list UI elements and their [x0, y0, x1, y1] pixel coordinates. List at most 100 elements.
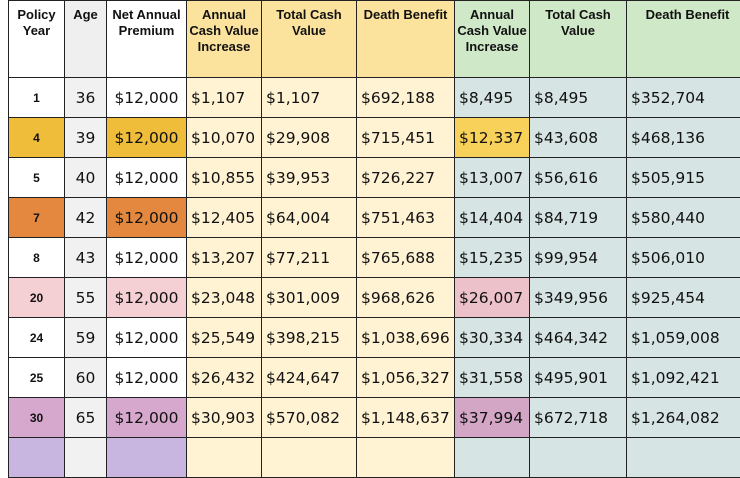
b-death-benefit-cell: $1,092,421 [627, 358, 740, 398]
a-death-benefit-cell: $715,451 [357, 118, 455, 158]
a-death-benefit-cell: $1,056,327 [357, 358, 455, 398]
a-cash-increase-cell [187, 438, 262, 478]
b-cash-increase-cell: $14,404 [455, 198, 530, 238]
premium-cell: $12,000 [107, 78, 187, 118]
premium-cell: $12,000 [107, 358, 187, 398]
policy-year-cell [9, 438, 65, 478]
header-policy-year: Policy Year [9, 1, 65, 78]
premium-cell: $12,000 [107, 198, 187, 238]
b-cash-increase-cell: $31,558 [455, 358, 530, 398]
a-death-benefit-cell: $726,227 [357, 158, 455, 198]
a-death-benefit-cell [357, 438, 455, 478]
a-cash-increase-cell: $10,070 [187, 118, 262, 158]
a-total-cash-cell: $39,953 [262, 158, 357, 198]
premium-cell: $12,000 [107, 238, 187, 278]
a-total-cash-cell: $1,107 [262, 78, 357, 118]
b-cash-increase-cell: $15,235 [455, 238, 530, 278]
b-total-cash-cell: $99,954 [530, 238, 627, 278]
b-cash-increase-cell: $26,007 [455, 278, 530, 318]
b-total-cash-cell: $349,956 [530, 278, 627, 318]
age-cell: 43 [65, 238, 107, 278]
b-death-benefit-cell [627, 438, 740, 478]
b-cash-increase-cell [455, 438, 530, 478]
policy-year-cell: 25 [9, 358, 65, 398]
policy-year-cell: 4 [9, 118, 65, 158]
table-row-partial [9, 438, 740, 478]
age-cell: 65 [65, 398, 107, 438]
header-a-annual-cash-value-increase: Annual Cash Value Increase [187, 1, 262, 78]
policy-year-cell: 30 [9, 398, 65, 438]
a-total-cash-cell: $398,215 [262, 318, 357, 358]
age-cell: 55 [65, 278, 107, 318]
b-death-benefit-cell: $506,010 [627, 238, 740, 278]
header-age: Age [65, 1, 107, 78]
b-total-cash-cell [530, 438, 627, 478]
a-cash-increase-cell: $23,048 [187, 278, 262, 318]
b-total-cash-cell: $495,901 [530, 358, 627, 398]
b-death-benefit-cell: $1,059,008 [627, 318, 740, 358]
a-cash-increase-cell: $10,855 [187, 158, 262, 198]
age-cell: 60 [65, 358, 107, 398]
policy-year-cell: 1 [9, 78, 65, 118]
b-death-benefit-cell: $925,454 [627, 278, 740, 318]
b-cash-increase-cell: $8,495 [455, 78, 530, 118]
policy-year-cell: 8 [9, 238, 65, 278]
a-total-cash-cell: $77,211 [262, 238, 357, 278]
policy-year-cell: 7 [9, 198, 65, 238]
a-death-benefit-cell: $692,188 [357, 78, 455, 118]
premium-cell: $12,000 [107, 398, 187, 438]
b-death-benefit-cell: $1,264,082 [627, 398, 740, 438]
b-death-benefit-cell: $468,136 [627, 118, 740, 158]
header-b-annual-cash-value-increase: Annual Cash Value Increase [455, 1, 530, 78]
b-total-cash-cell: $8,495 [530, 78, 627, 118]
premium-cell [107, 438, 187, 478]
b-total-cash-cell: $56,616 [530, 158, 627, 198]
premium-cell: $12,000 [107, 278, 187, 318]
a-cash-increase-cell: $25,549 [187, 318, 262, 358]
a-total-cash-cell [262, 438, 357, 478]
premium-cell: $12,000 [107, 158, 187, 198]
a-cash-increase-cell: $1,107 [187, 78, 262, 118]
b-death-benefit-cell: $352,704 [627, 78, 740, 118]
b-death-benefit-cell: $505,915 [627, 158, 740, 198]
policy-year-cell: 20 [9, 278, 65, 318]
b-cash-increase-cell: $37,994 [455, 398, 530, 438]
b-death-benefit-cell: $580,440 [627, 198, 740, 238]
b-total-cash-cell: $464,342 [530, 318, 627, 358]
b-cash-increase-cell: $13,007 [455, 158, 530, 198]
b-total-cash-cell: $84,719 [530, 198, 627, 238]
header-b-death-benefit: Death Benefit [627, 1, 740, 78]
b-cash-increase-cell: $30,334 [455, 318, 530, 358]
a-total-cash-cell: $570,082 [262, 398, 357, 438]
a-total-cash-cell: $424,647 [262, 358, 357, 398]
premium-cell: $12,000 [107, 118, 187, 158]
a-total-cash-cell: $64,004 [262, 198, 357, 238]
age-cell [65, 438, 107, 478]
a-cash-increase-cell: $26,432 [187, 358, 262, 398]
a-death-benefit-cell: $968,626 [357, 278, 455, 318]
a-death-benefit-cell: $1,148,637 [357, 398, 455, 438]
age-cell: 39 [65, 118, 107, 158]
header-b-total-cash-value: Total Cash Value [530, 1, 627, 78]
a-total-cash-cell: $301,009 [262, 278, 357, 318]
age-cell: 42 [65, 198, 107, 238]
premium-cell: $12,000 [107, 318, 187, 358]
age-cell: 40 [65, 158, 107, 198]
a-death-benefit-cell: $1,038,696 [357, 318, 455, 358]
policy-year-cell: 5 [9, 158, 65, 198]
a-cash-increase-cell: $12,405 [187, 198, 262, 238]
a-death-benefit-cell: $751,463 [357, 198, 455, 238]
b-cash-increase-cell: $12,337 [455, 118, 530, 158]
b-total-cash-cell: $43,608 [530, 118, 627, 158]
age-cell: 59 [65, 318, 107, 358]
a-death-benefit-cell: $765,688 [357, 238, 455, 278]
a-cash-increase-cell: $13,207 [187, 238, 262, 278]
